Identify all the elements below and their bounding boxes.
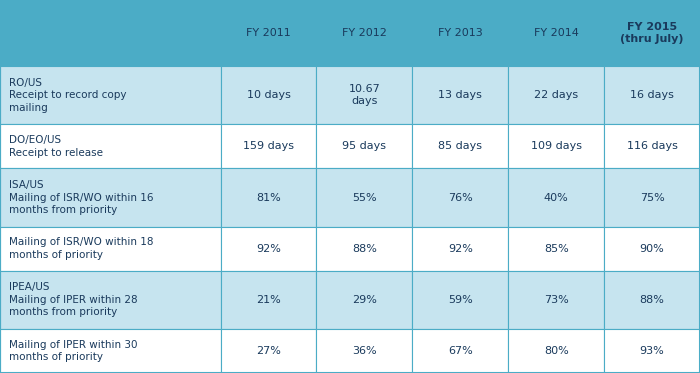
Text: 40%: 40% xyxy=(544,192,568,203)
Bar xyxy=(412,124,508,168)
Text: 16 days: 16 days xyxy=(630,90,674,100)
Text: 13 days: 13 days xyxy=(438,90,482,100)
Text: 76%: 76% xyxy=(448,192,472,203)
Text: 55%: 55% xyxy=(352,192,377,203)
Text: 95 days: 95 days xyxy=(342,141,386,151)
Bar xyxy=(316,66,412,124)
Text: 59%: 59% xyxy=(448,295,472,305)
Bar xyxy=(220,271,316,329)
Text: 27%: 27% xyxy=(256,346,281,356)
Bar xyxy=(604,0,700,66)
Bar xyxy=(412,329,508,373)
Bar xyxy=(220,66,316,124)
Bar xyxy=(0,329,220,373)
Bar xyxy=(316,0,412,66)
Bar xyxy=(316,329,412,373)
Bar xyxy=(604,329,700,373)
Bar xyxy=(0,227,220,271)
Text: 92%: 92% xyxy=(256,244,281,254)
Bar xyxy=(604,227,700,271)
Text: 22 days: 22 days xyxy=(534,90,578,100)
Bar xyxy=(604,271,700,329)
Text: ISA/US
Mailing of ISR/WO within 16
months from priority: ISA/US Mailing of ISR/WO within 16 month… xyxy=(9,180,153,215)
Text: 36%: 36% xyxy=(352,346,377,356)
Bar xyxy=(0,66,220,124)
Bar xyxy=(508,124,604,168)
Text: 93%: 93% xyxy=(640,346,664,356)
Text: 67%: 67% xyxy=(448,346,472,356)
Text: Mailing of ISR/WO within 18
months of priority: Mailing of ISR/WO within 18 months of pr… xyxy=(9,238,153,260)
Bar xyxy=(220,329,316,373)
Bar xyxy=(220,168,316,227)
Bar xyxy=(0,124,220,168)
Bar xyxy=(604,124,700,168)
Bar xyxy=(508,0,604,66)
Text: 29%: 29% xyxy=(352,295,377,305)
Text: 10.67
days: 10.67 days xyxy=(349,84,380,106)
Text: 92%: 92% xyxy=(448,244,472,254)
Text: 88%: 88% xyxy=(352,244,377,254)
Bar xyxy=(0,168,220,227)
Text: RO/US
Receipt to record copy
mailing: RO/US Receipt to record copy mailing xyxy=(9,78,126,113)
Text: 159 days: 159 days xyxy=(243,141,294,151)
Bar xyxy=(0,0,220,66)
Text: 85%: 85% xyxy=(544,244,568,254)
Bar xyxy=(412,0,508,66)
Bar xyxy=(316,271,412,329)
Bar xyxy=(316,124,412,168)
Text: 85 days: 85 days xyxy=(438,141,482,151)
Bar xyxy=(604,66,700,124)
Bar xyxy=(220,124,316,168)
Bar xyxy=(0,271,220,329)
Text: 109 days: 109 days xyxy=(531,141,582,151)
Bar xyxy=(220,227,316,271)
Bar xyxy=(508,271,604,329)
Text: 10 days: 10 days xyxy=(246,90,290,100)
Text: FY 2013: FY 2013 xyxy=(438,28,482,38)
Text: 88%: 88% xyxy=(640,295,664,305)
Bar xyxy=(412,227,508,271)
Bar xyxy=(316,168,412,227)
Text: 21%: 21% xyxy=(256,295,281,305)
Text: IPEA/US
Mailing of IPER within 28
months from priority: IPEA/US Mailing of IPER within 28 months… xyxy=(9,282,137,317)
Bar xyxy=(316,227,412,271)
Bar xyxy=(508,329,604,373)
Text: FY 2015
(thru July): FY 2015 (thru July) xyxy=(620,22,684,44)
Text: DO/EO/US
Receipt to release: DO/EO/US Receipt to release xyxy=(9,135,103,157)
Text: 116 days: 116 days xyxy=(626,141,678,151)
Text: 90%: 90% xyxy=(640,244,664,254)
Text: FY 2012: FY 2012 xyxy=(342,28,387,38)
Bar xyxy=(412,66,508,124)
Text: 80%: 80% xyxy=(544,346,568,356)
Bar xyxy=(508,168,604,227)
Bar xyxy=(508,227,604,271)
Text: FY 2011: FY 2011 xyxy=(246,28,290,38)
Text: FY 2014: FY 2014 xyxy=(533,28,579,38)
Text: 81%: 81% xyxy=(256,192,281,203)
Text: 75%: 75% xyxy=(640,192,664,203)
Bar xyxy=(412,271,508,329)
Text: Mailing of IPER within 30
months of priority: Mailing of IPER within 30 months of prio… xyxy=(9,340,137,362)
Bar xyxy=(220,0,316,66)
Bar xyxy=(412,168,508,227)
Text: 73%: 73% xyxy=(544,295,568,305)
Bar xyxy=(604,168,700,227)
Bar xyxy=(508,66,604,124)
